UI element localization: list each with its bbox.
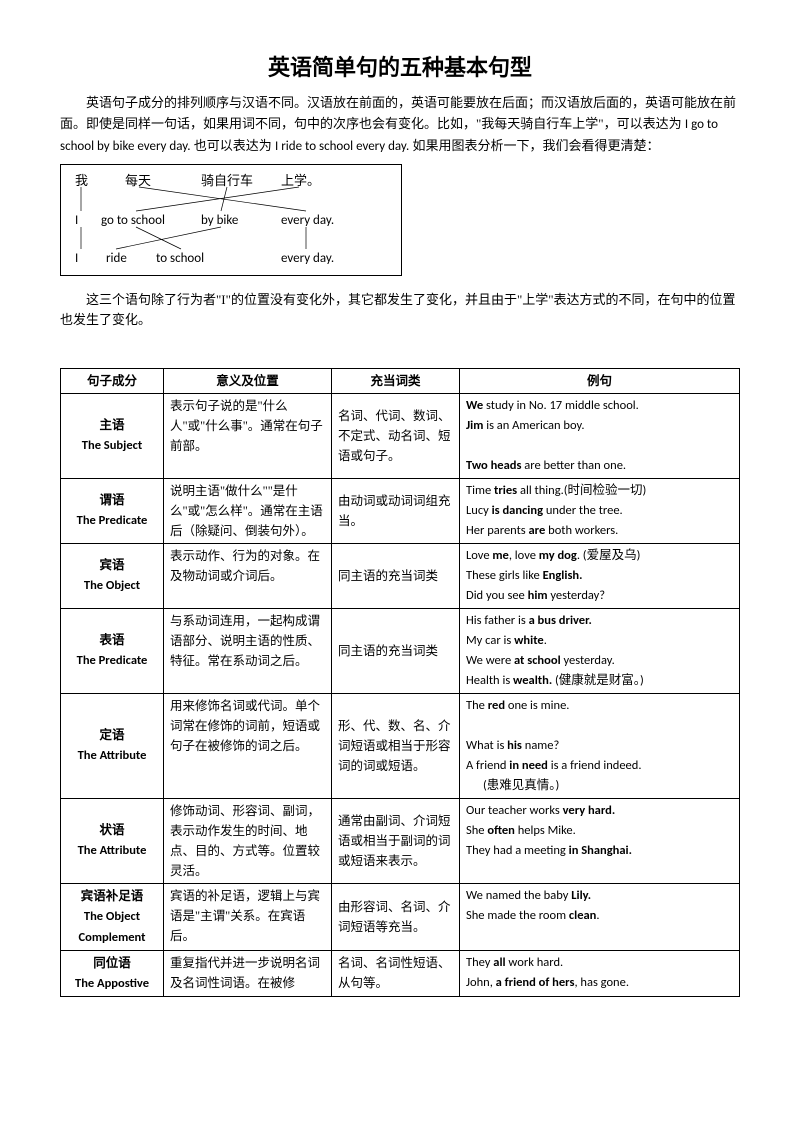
d-r3-2: ride bbox=[106, 249, 127, 270]
cell-component: 主语The Subject bbox=[61, 393, 164, 478]
d-r3-1: I bbox=[75, 249, 78, 270]
cell-wordclass: 形、代、数、名、介词短语或相当于形容词的词或短语。 bbox=[332, 693, 460, 798]
cell-meaning: 用来修饰名词或代词。单个词常在修饰的词前，短语或句子在被修饰的词之后。 bbox=[164, 693, 332, 798]
cell-wordclass: 通常由副词、介词短语或相当于副词的词或短语来表示。 bbox=[332, 798, 460, 883]
cell-example: Time tries all thing.(时间检验一切)Lucy is dan… bbox=[460, 478, 740, 543]
cell-component: 宾语补足语The ObjectComplement bbox=[61, 883, 164, 950]
cell-meaning: 与系动词连用，一起构成谓语部分、说明主语的性质、特征。常在系动词之后。 bbox=[164, 608, 332, 693]
cell-component: 定语The Attribute bbox=[61, 693, 164, 798]
d-r2-3: by bike bbox=[201, 211, 238, 232]
cell-meaning: 修饰动词、形容词、副词，表示动作发生的时间、地点、目的、方式等。位置较灵活。 bbox=[164, 798, 332, 883]
cell-wordclass: 名词、代词、数词、不定式、动名词、短语或句子。 bbox=[332, 393, 460, 478]
d-r1-1: 我 bbox=[75, 171, 88, 192]
d-r3-3: to school bbox=[156, 249, 204, 270]
cell-wordclass: 名词、名词性短语、从句等。 bbox=[332, 950, 460, 996]
th-1: 句子成分 bbox=[61, 368, 164, 393]
cell-example: Our teacher works very hard.She often he… bbox=[460, 798, 740, 883]
cell-example: We named the baby Lily.She made the room… bbox=[460, 883, 740, 950]
d-r1-3: 骑自行车 bbox=[201, 171, 253, 192]
table-row: 同位语The Appostive重复指代并进一步说明名词及名词性词语。在被修名词… bbox=[61, 950, 740, 996]
cell-example: His father is a bus driver.My car is whi… bbox=[460, 608, 740, 693]
cell-wordclass: 由形容词、名词、介词短语等充当。 bbox=[332, 883, 460, 950]
page-title: 英语简单句的五种基本句型 bbox=[60, 50, 740, 85]
th-3: 充当词类 bbox=[332, 368, 460, 393]
d-r2-2: go to school bbox=[101, 211, 165, 232]
grammar-table: 句子成分 意义及位置 充当词类 例句 主语The Subject表示句子说的是"… bbox=[60, 368, 740, 997]
table-row: 宾语The Object表示动作、行为的对象。在及物动词或介词后。同主语的充当词… bbox=[61, 543, 740, 608]
d-r2-4: every day. bbox=[281, 211, 334, 232]
d-r1-4: 上学。 bbox=[281, 171, 320, 192]
cell-component: 同位语The Appostive bbox=[61, 950, 164, 996]
cell-example: The red one is mine.What is his name?A f… bbox=[460, 693, 740, 798]
table-row: 宾语补足语The ObjectComplement宾语的补足语，逻辑上与宾语是"… bbox=[61, 883, 740, 950]
cell-meaning: 表示动作、行为的对象。在及物动词或介词后。 bbox=[164, 543, 332, 608]
cell-meaning: 宾语的补足语，逻辑上与宾语是"主谓"关系。在宾语后。 bbox=[164, 883, 332, 950]
cell-example: We study in No. 17 middle school.Jim is … bbox=[460, 393, 740, 478]
table-row: 主语The Subject表示句子说的是"什么人"或"什么事"。通常在句子前部。… bbox=[61, 393, 740, 478]
d-r1-2: 每天 bbox=[125, 171, 151, 192]
cell-meaning: 重复指代并进一步说明名词及名词性词语。在被修 bbox=[164, 950, 332, 996]
intro-text: 英语句子成分的排列顺序与汉语不同。汉语放在前面的，英语可能要放在后面；而汉语放后… bbox=[60, 95, 736, 153]
table-row: 表语The Predicate与系动词连用，一起构成谓语部分、说明主语的性质、特… bbox=[61, 608, 740, 693]
cell-meaning: 表示句子说的是"什么人"或"什么事"。通常在句子前部。 bbox=[164, 393, 332, 478]
table-row: 谓语The Predicate说明主语"做什么""是什么"或"怎么样"。通常在主… bbox=[61, 478, 740, 543]
crossing-diagram: 我 每天 骑自行车 上学。 I go to school by bike eve… bbox=[60, 164, 402, 276]
cell-example: They all work hard.John, a friend of her… bbox=[460, 950, 740, 996]
cell-wordclass: 同主语的充当词类 bbox=[332, 543, 460, 608]
table-row: 状语The Attribute修饰动词、形容词、副词，表示动作发生的时间、地点、… bbox=[61, 798, 740, 883]
cell-meaning: 说明主语"做什么""是什么"或"怎么样"。通常在主语后（除疑问、倒装句外）。 bbox=[164, 478, 332, 543]
cell-wordclass: 由动词或动词词组充当。 bbox=[332, 478, 460, 543]
th-4: 例句 bbox=[460, 368, 740, 393]
intro-paragraph: 英语句子成分的排列顺序与汉语不同。汉语放在前面的，英语可能要放在后面；而汉语放后… bbox=[60, 93, 740, 157]
cell-wordclass: 同主语的充当词类 bbox=[332, 608, 460, 693]
table-header-row: 句子成分 意义及位置 充当词类 例句 bbox=[61, 368, 740, 393]
cell-example: Love me, love my dog. (爱屋及乌)These girls … bbox=[460, 543, 740, 608]
th-2: 意义及位置 bbox=[164, 368, 332, 393]
cell-component: 宾语The Object bbox=[61, 543, 164, 608]
after-diagram-para: 这三个语句除了行为者"I"的位置没有变化外，其它都发生了变化，并且由于"上学"表… bbox=[60, 290, 740, 332]
cell-component: 表语The Predicate bbox=[61, 608, 164, 693]
table-row: 定语The Attribute用来修饰名词或代词。单个词常在修饰的词前，短语或句… bbox=[61, 693, 740, 798]
cell-component: 谓语The Predicate bbox=[61, 478, 164, 543]
d-r2-1: I bbox=[75, 211, 78, 232]
cell-component: 状语The Attribute bbox=[61, 798, 164, 883]
d-r3-4: every day. bbox=[281, 249, 334, 270]
